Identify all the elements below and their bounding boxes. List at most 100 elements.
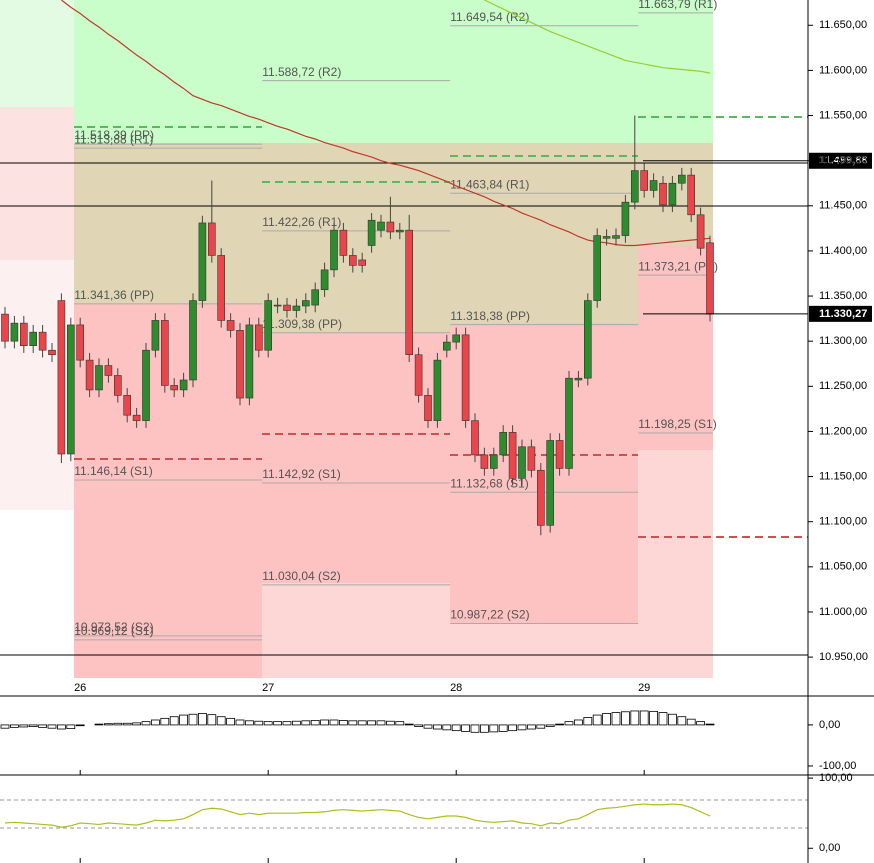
- histogram-bar: [602, 713, 611, 726]
- histogram-bar: [423, 724, 433, 729]
- candle-body: [499, 432, 508, 456]
- candle-body: [311, 289, 320, 306]
- y-tick-label: 10.950,00: [819, 651, 868, 663]
- candle-body: [593, 235, 602, 301]
- histogram-bar: [235, 719, 245, 726]
- candle-body: [161, 320, 169, 386]
- candle-body: [518, 446, 526, 479]
- histogram-bar: [179, 714, 189, 726]
- zone: [638, 450, 713, 678]
- candle-body: [706, 242, 714, 315]
- pivot-label: 11.142,92 (S1): [262, 467, 341, 481]
- histogram-bar: [169, 716, 179, 726]
- levels: [74, 116, 808, 538]
- candle-body: [339, 229, 348, 256]
- candle-body: [480, 454, 489, 469]
- candle-body: [414, 354, 423, 396]
- histogram-bar: [592, 714, 602, 726]
- candle-body: [536, 469, 545, 526]
- candle-body: [320, 269, 329, 291]
- moving-average: [484, 0, 711, 74]
- histogram-bar: [132, 722, 142, 726]
- candle-body: [330, 229, 338, 271]
- candle-body: [301, 300, 310, 307]
- zone: [450, 623, 638, 678]
- candle-body: [583, 300, 592, 379]
- y-tick-label: 11.350,00: [819, 290, 867, 302]
- y-tick-label: -100,00: [819, 760, 856, 772]
- candle-body: [217, 255, 225, 321]
- candle-body: [649, 180, 658, 191]
- candle-body: [612, 235, 620, 239]
- histogram-bar: [188, 713, 198, 726]
- candle-body: [405, 229, 414, 356]
- candle-body: [424, 395, 432, 421]
- candle-body: [508, 432, 517, 479]
- price-label: 11.499,88: [819, 155, 867, 167]
- histogram-bar: [536, 724, 546, 729]
- zone: [0, 0, 74, 107]
- histogram-bar: [639, 710, 649, 726]
- histogram-bar: [207, 714, 217, 726]
- histogram-bar: [348, 720, 358, 726]
- histogram-bar: [113, 722, 123, 726]
- candle-body: [565, 377, 573, 469]
- histogram-bar: [696, 721, 705, 726]
- histogram-bar: [574, 719, 583, 726]
- histogram-bar: [686, 718, 696, 726]
- y-tick-label: 11.200,00: [819, 425, 867, 437]
- candle-body: [208, 222, 216, 256]
- histogram-bar: [649, 710, 658, 726]
- candle-body: [29, 331, 38, 346]
- pivot-label: 11.198,25 (S1): [638, 417, 717, 431]
- histogram-bar: [38, 724, 47, 728]
- y-tick-label: 11.250,00: [819, 380, 867, 392]
- pivot-label: 11.422,26 (R1): [262, 215, 341, 229]
- candle-body: [687, 174, 696, 216]
- histogram-bar: [668, 713, 677, 726]
- candle-body: [151, 320, 160, 351]
- histogram-bar: [564, 721, 574, 726]
- pivot-label: 10.969,12 (S1): [74, 624, 153, 638]
- candle-body: [38, 331, 47, 351]
- histogram-bar: [555, 723, 564, 726]
- histogram-bar: [479, 724, 489, 733]
- histogram-bar: [470, 724, 480, 733]
- candle-body: [179, 379, 188, 391]
- price-box: [809, 305, 872, 322]
- pivot-label: 11.341,36 (PP): [74, 288, 154, 302]
- histogram-bar: [122, 722, 132, 726]
- histogram-bar: [244, 720, 254, 726]
- zones: [0, 0, 713, 678]
- candle-body: [264, 300, 273, 351]
- candle-body: [132, 414, 141, 421]
- candle-body: [85, 359, 94, 391]
- histogram-bar: [150, 719, 160, 726]
- histogram-bar: [658, 712, 668, 726]
- histogram-bar: [527, 724, 536, 730]
- y-tick-label: 11.400,00: [819, 245, 867, 257]
- candle-body: [114, 375, 122, 396]
- candle-body: [76, 324, 84, 361]
- candle-body: [10, 322, 19, 342]
- candle-body: [348, 255, 357, 266]
- y-tick-label: 11.150,00: [819, 470, 867, 482]
- pivot-label: 11.588,72 (R2): [262, 65, 341, 79]
- histogram-bar: [47, 724, 57, 729]
- zone: [450, 143, 638, 323]
- candle-body: [367, 219, 376, 246]
- histogram-bar: [517, 724, 527, 731]
- candle-body: [471, 420, 479, 456]
- candle-body: [527, 446, 536, 471]
- histogram-bar: [508, 724, 518, 732]
- indicator-line: [4, 803, 711, 828]
- histogram-bar: [451, 724, 461, 732]
- histogram-bar: [320, 719, 330, 726]
- pivot-label: 11.463,84 (R1): [450, 177, 529, 191]
- histogram-bar: [291, 720, 301, 726]
- histogram-bar: [414, 724, 424, 727]
- histogram-bar: [301, 720, 311, 726]
- histogram-bar: [66, 724, 76, 730]
- histogram-bar: [57, 724, 66, 730]
- candle-body: [170, 385, 178, 391]
